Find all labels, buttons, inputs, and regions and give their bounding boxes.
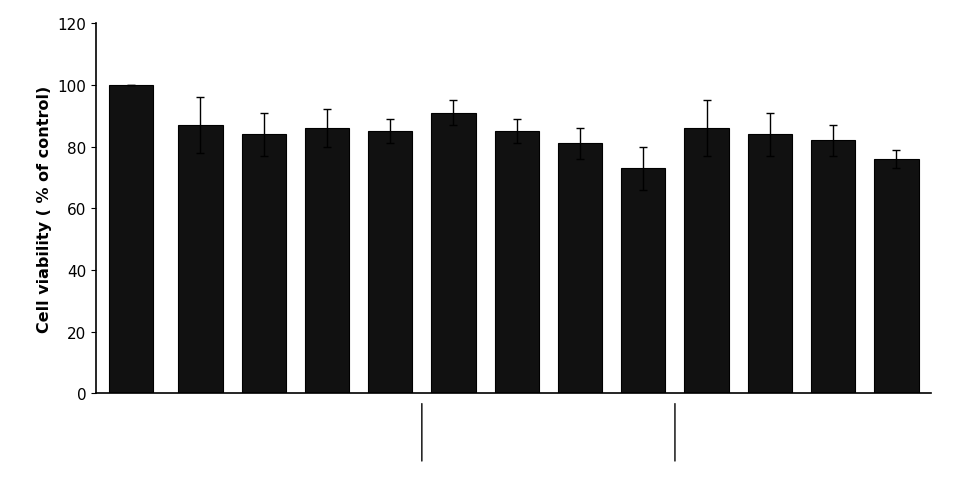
- Bar: [494, 132, 539, 394]
- Bar: [684, 129, 729, 394]
- Bar: [621, 169, 665, 394]
- Bar: [748, 135, 792, 394]
- Bar: [242, 135, 286, 394]
- Bar: [431, 113, 475, 394]
- Bar: [875, 159, 919, 394]
- Bar: [179, 126, 223, 394]
- Bar: [108, 85, 153, 394]
- Bar: [304, 129, 349, 394]
- Bar: [811, 141, 855, 394]
- Bar: [558, 144, 602, 394]
- Y-axis label: Cell viability ( % of control): Cell viability ( % of control): [36, 85, 52, 332]
- Bar: [368, 132, 413, 394]
